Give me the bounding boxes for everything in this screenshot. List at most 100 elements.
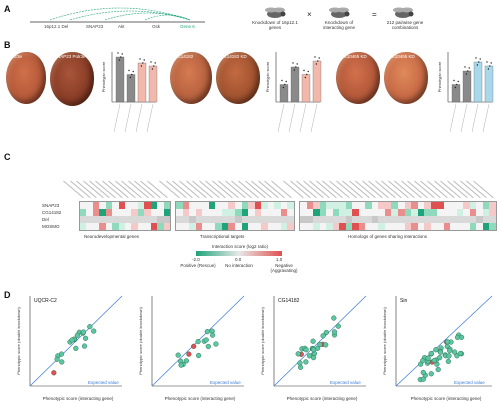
heatmap-cell: [306, 202, 314, 210]
heatmap-section-title: Homologs of genes sharing interactions: [348, 234, 428, 239]
heatmap-cell: [482, 216, 490, 224]
heatmap-cell: [358, 202, 366, 210]
heatmap-cell: [182, 202, 190, 210]
heatmap-cell: [384, 216, 392, 224]
gene-label: SNAP23: [86, 24, 104, 29]
heatmap-transcriptional: [159, 181, 295, 231]
bar-point: [153, 65, 155, 67]
heatmap-cell: [202, 202, 210, 210]
heatmap-cell: [144, 209, 151, 217]
bar-point: [142, 62, 144, 64]
heatmap-cell: [157, 216, 164, 224]
heatmap-cell: [176, 209, 183, 217]
heatmap-cell: [365, 202, 373, 210]
bar: [484, 65, 494, 103]
heatmap-cell: [248, 202, 255, 210]
heatmap-cell: [254, 202, 262, 210]
heatmap-cell: [118, 202, 126, 210]
heatmap-cell: [378, 202, 386, 210]
scatter-title: UQCR-C2: [34, 298, 57, 304]
heatmap-cell: [437, 223, 445, 231]
panel-d-label: D: [4, 290, 11, 300]
heatmap-cell: [326, 216, 333, 224]
scatter-point: [87, 324, 93, 330]
heatmap-cell: [235, 209, 242, 217]
heatmap-cell: [125, 209, 132, 217]
heatmap-cell: [371, 216, 379, 224]
heatmap-cell: [326, 223, 333, 231]
heatmap-cell: [137, 209, 145, 217]
heatmap-cell: [241, 202, 249, 210]
scatter-point: [80, 329, 87, 335]
heatmap-cell: [235, 216, 242, 224]
scatter-point: [69, 337, 75, 343]
heatmap-cell: [248, 223, 255, 231]
heatmap-cell: [319, 216, 327, 224]
heatmap-cell: [125, 202, 132, 210]
scatter-plot: Phenotypic score (double knockdown): [138, 295, 245, 387]
heatmap-cell: [202, 209, 210, 217]
heatmap-cell: [450, 202, 458, 210]
scatter-point: [331, 329, 338, 335]
heatmap-cell: [99, 223, 106, 231]
heatmap-cell: [319, 209, 327, 217]
heatmap-cell: [332, 202, 340, 210]
heatmap-cell: [450, 209, 458, 217]
bar: [115, 56, 125, 103]
bar-point: [154, 62, 156, 64]
heatmap-cell: [430, 209, 438, 217]
bar-point: [476, 64, 479, 66]
heatmap-cell: [489, 209, 497, 217]
heatmap-cell: [80, 216, 87, 224]
heatmap-cell: [92, 216, 100, 224]
heatmap-cell: [254, 216, 262, 224]
heatmap-cell: [430, 223, 438, 231]
heatmap-cell: [280, 216, 288, 224]
heatmap-cell: [463, 202, 471, 210]
bar: [473, 61, 483, 103]
heatmap-cell: [241, 209, 249, 217]
bar-point: [121, 53, 123, 55]
heatmap-cell: [430, 202, 438, 210]
bar-y-axis-label: Phenotypic score: [437, 61, 442, 92]
heatmap-cell: [437, 216, 445, 224]
scatter-point: [433, 347, 439, 353]
heatmap-cell: [404, 216, 412, 224]
heatmap-cell: [300, 223, 307, 231]
heatmap-cell: [417, 216, 425, 224]
heatmap-cell: [274, 223, 282, 231]
scatter-point: [59, 359, 65, 365]
heatmap-cell: [144, 202, 151, 210]
heatmap-cell: [215, 223, 223, 231]
heatmap-cell: [195, 202, 203, 210]
equals-operator: =: [372, 10, 377, 19]
fly-eye-image: [170, 52, 212, 104]
heatmap-cell: [463, 209, 471, 217]
fly-eye-image: [336, 52, 380, 104]
heatmap-cell: [319, 223, 327, 231]
scatter-point: [428, 371, 434, 377]
heatmap-cell: [99, 202, 106, 210]
heatmap-cell: [267, 209, 275, 217]
legend-caption: Negative (Aggravating): [270, 263, 298, 273]
eye-genotype-label: CG14182: [174, 54, 194, 59]
heatmap-cell: [424, 223, 431, 231]
x-axis-label: Phenotypic score (interacting gene): [286, 396, 358, 401]
heatmap-cell: [456, 216, 464, 224]
heatmap-section-title: Neurodevelopmental genes: [84, 234, 140, 239]
bar-point: [464, 66, 466, 68]
expected-value-label: Expected value: [330, 380, 361, 385]
bar-point: [478, 61, 480, 63]
heatmap-cell: [287, 209, 295, 217]
heatmap-cell: [163, 223, 171, 231]
heatmap-cell: [469, 202, 477, 210]
scatter-point: [445, 358, 451, 365]
fly-icon: [329, 7, 350, 18]
heatmap-cell: [398, 216, 405, 224]
fly-eye-image: [384, 52, 428, 104]
heatmap-cell: [105, 216, 113, 224]
heatmap-cell: [313, 209, 320, 217]
legend-tick: 0.0: [235, 257, 242, 262]
heatmap-cell: [105, 209, 113, 217]
heatmap-cell: [398, 223, 405, 231]
